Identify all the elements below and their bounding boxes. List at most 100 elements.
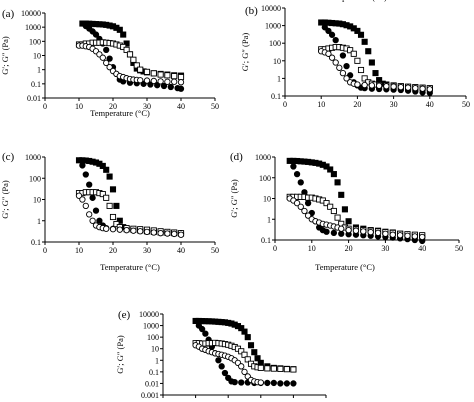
data-point (89, 194, 96, 201)
x-axis-label: Temperature (°C) (90, 108, 150, 118)
data-point (143, 228, 151, 236)
data-point (171, 73, 178, 80)
data-point (251, 349, 258, 356)
data-point (304, 212, 312, 219)
x-tick-label: 0 (273, 244, 277, 253)
data-point (419, 85, 426, 92)
data-point (116, 226, 123, 233)
x-axis-label: Temperature (°C) (100, 262, 160, 272)
data-point (297, 203, 304, 210)
x-tick-label: 40 (177, 246, 185, 255)
data-point (103, 46, 110, 54)
data-point (343, 75, 350, 82)
data-point (160, 82, 168, 90)
data-point (103, 225, 110, 232)
data-point (397, 83, 404, 91)
x-tick-label: 20 (109, 102, 117, 111)
data-point (354, 57, 361, 64)
data-point (126, 51, 134, 58)
data-point (244, 356, 251, 363)
data-point (177, 85, 185, 92)
data-point (361, 81, 368, 89)
data-point (345, 226, 352, 234)
panel-letter: (b) (245, 5, 258, 17)
data-point (215, 357, 222, 364)
data-point (360, 228, 367, 235)
data-point (113, 202, 120, 209)
data-point (143, 77, 151, 84)
x-tick-label: 10 (75, 102, 83, 111)
data-point (330, 207, 337, 215)
data-point (293, 199, 301, 207)
y-tick-label: 10 (33, 52, 41, 61)
data-point (238, 379, 245, 386)
data-point (86, 211, 93, 218)
x-tick-label: 50 (211, 102, 219, 111)
data-point (123, 46, 130, 53)
data-point (150, 70, 157, 77)
data-point (167, 83, 174, 91)
series-open-circle (192, 342, 264, 386)
data-point (321, 24, 328, 31)
data-point (143, 68, 151, 75)
y-axis-label: G′; G″ (Pa) (0, 36, 10, 75)
x-tick-label: 20 (353, 100, 361, 109)
data-point (325, 27, 332, 35)
panel-letter: (d) (230, 151, 243, 163)
y-tick-label: 10 (151, 345, 159, 354)
y-tick-label: 100 (259, 174, 271, 183)
data-point (339, 69, 347, 77)
panel-letter: (e) (118, 309, 131, 321)
data-point (270, 379, 277, 387)
x-tick-label: 0 (43, 102, 47, 111)
y-tick-label: 1 (155, 356, 159, 365)
y-tick-label: 10 (273, 57, 281, 66)
data-point (327, 203, 334, 210)
data-point (106, 202, 113, 209)
data-point (133, 62, 140, 69)
y-tick-label: 0.1 (261, 236, 271, 245)
data-point (277, 365, 284, 372)
chart-panel-2: (b) 0.1 1 10 100 1000 10000 0 10 20 30 40 50 Temperat… (240, 0, 470, 109)
y-tick-label: 0.001 (141, 391, 159, 400)
data-point (270, 365, 277, 372)
chart-panel-4: (d) 0.1 1 10 100 1000 0 10 20 30 40 50 Temperature (… (229, 151, 463, 272)
y-tick-label: 0.1 (271, 92, 281, 101)
data-point (241, 368, 248, 376)
data-point (257, 364, 264, 371)
data-point (89, 217, 96, 224)
data-point (103, 59, 110, 67)
data-point (198, 325, 206, 333)
data-point (389, 231, 396, 238)
data-point (334, 179, 341, 186)
data-point (244, 334, 251, 341)
data-point (350, 50, 357, 57)
data-point (157, 230, 164, 237)
y-tick-label: 100 (29, 37, 41, 46)
data-point (426, 86, 433, 93)
data-point (293, 170, 301, 178)
data-point (238, 325, 245, 332)
data-point (332, 36, 339, 44)
data-point (383, 83, 390, 90)
data-point (390, 83, 397, 90)
data-point (82, 202, 89, 210)
data-point (283, 380, 291, 387)
y-tick-label: 0.01 (27, 94, 41, 103)
x-tick-label: 30 (381, 244, 389, 253)
data-point (171, 230, 178, 238)
data-point (372, 70, 379, 77)
y-tick-label: 1 (277, 74, 281, 83)
y-tick-label: 100 (29, 174, 41, 183)
data-point (354, 81, 361, 88)
data-point (123, 227, 130, 234)
data-point (99, 162, 106, 169)
data-point (283, 366, 290, 373)
data-point (120, 31, 127, 38)
data-point (375, 82, 383, 89)
data-point (404, 232, 411, 239)
data-point (92, 207, 100, 214)
data-point (106, 64, 113, 71)
panel-letter: (c) (2, 151, 15, 163)
y-tick-label: 10 (33, 196, 41, 205)
